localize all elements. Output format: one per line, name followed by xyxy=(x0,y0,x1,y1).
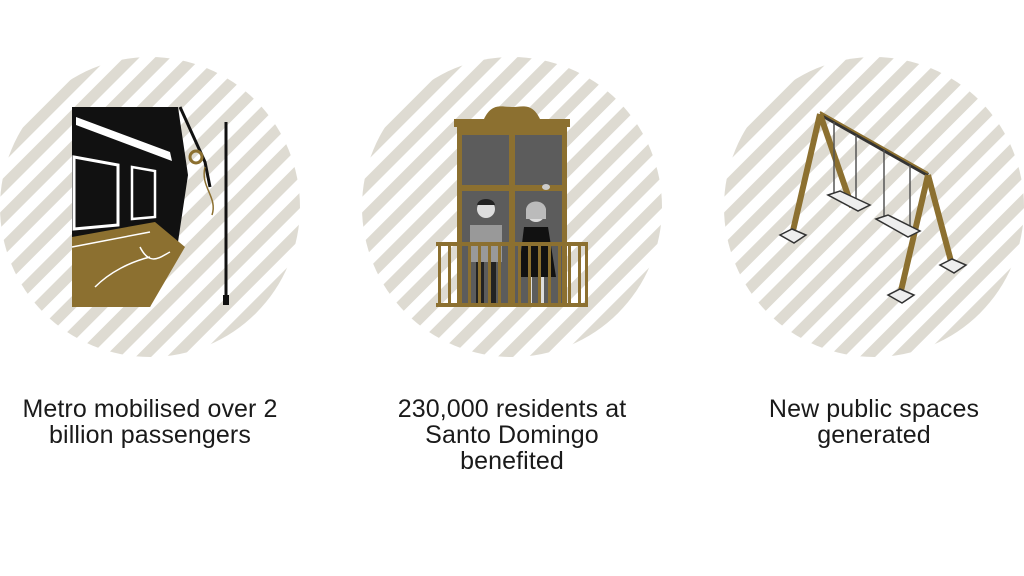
public-spaces-panel: New public spaces generated xyxy=(724,0,1024,576)
metro-panel: Metro mobilised over 2 billion passenger… xyxy=(0,0,300,576)
metro-caption: Metro mobilised over 2 billion passenger… xyxy=(0,396,300,448)
metro-interior-icon xyxy=(0,57,300,357)
residents-panel: 230,000 residents at Santo Domingo benef… xyxy=(362,0,662,576)
caption-line: benefited xyxy=(460,447,564,475)
swing-set-icon xyxy=(724,57,1024,357)
public-spaces-caption: New public spaces generated xyxy=(724,396,1024,448)
residents-caption: 230,000 residents at Santo Domingo benef… xyxy=(362,396,662,474)
balcony-residents-icon xyxy=(362,57,662,357)
caption-line: 230,000 residents at xyxy=(397,395,627,423)
caption-line: generated xyxy=(817,421,931,449)
caption-line: Metro mobilised over 2 xyxy=(22,395,278,423)
caption-line: Santo Domingo xyxy=(425,421,599,449)
caption-line: New public spaces xyxy=(768,395,980,423)
caption-line: billion passengers xyxy=(49,421,251,449)
